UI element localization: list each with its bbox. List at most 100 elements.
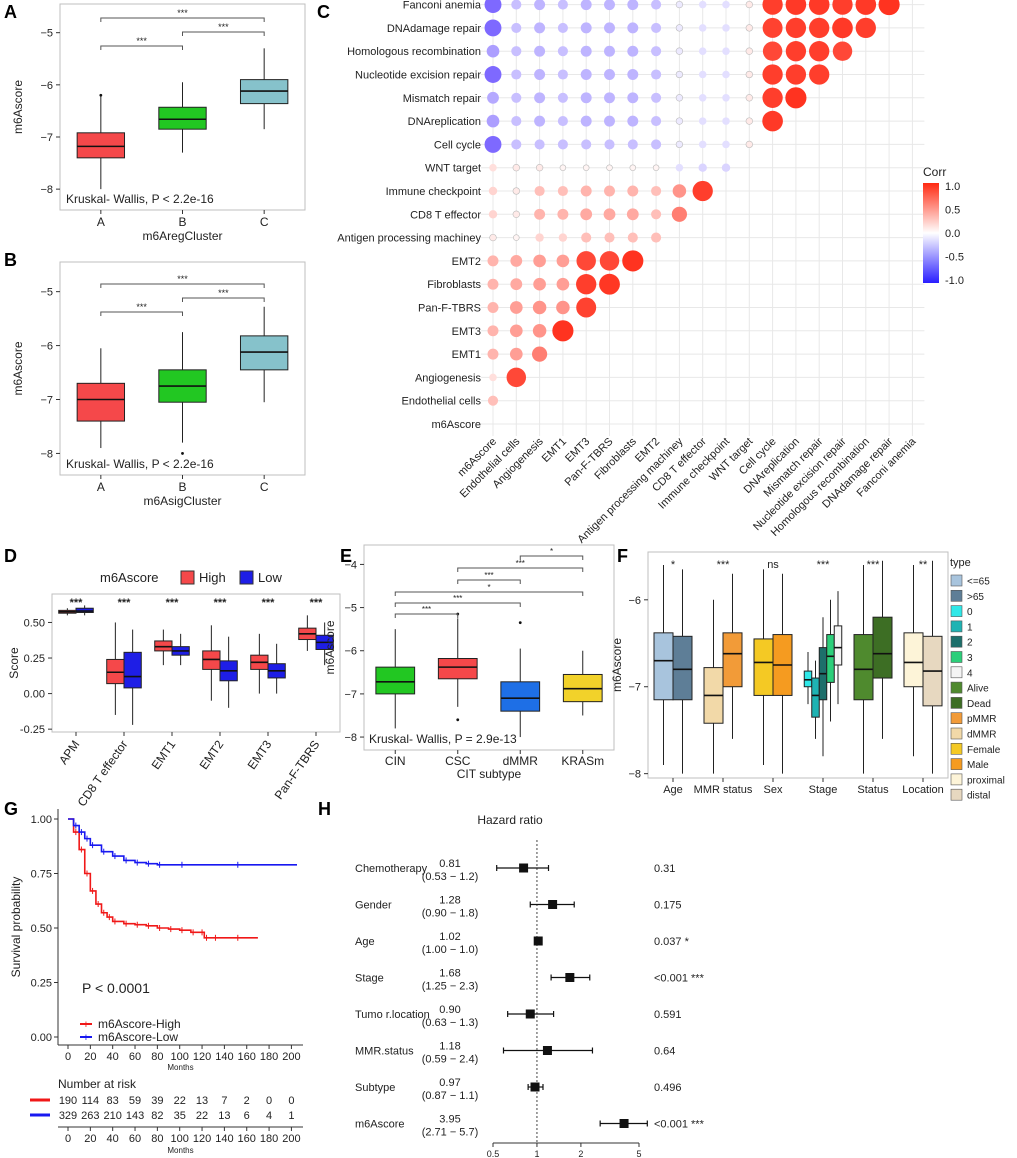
y-tick-label: −5: [40, 287, 53, 299]
corr-dot: [651, 209, 661, 219]
hr-text: 0.81: [439, 858, 460, 870]
corr-dot: [488, 302, 499, 313]
y-tick-label: −4: [344, 559, 357, 571]
corr-dot: [558, 186, 568, 196]
box-sex: [754, 639, 773, 696]
significance-label: ***: [118, 597, 132, 609]
x-axis-label: m6AregCluster: [142, 229, 222, 243]
corr-dot: [833, 41, 852, 60]
corr-dot: [604, 186, 615, 197]
box-stage: [827, 635, 835, 683]
covariate-label: Age: [355, 936, 375, 948]
legend-label: proximal: [967, 775, 1005, 786]
corr-dot: [488, 396, 498, 406]
corr-dot: [581, 116, 592, 127]
corr-dot: [532, 347, 547, 362]
covariate-label: Stage: [355, 973, 384, 985]
corr-dot: [511, 46, 521, 56]
risk-value: 190: [59, 1095, 77, 1107]
significance-label: ***: [214, 597, 228, 609]
significance-label: *: [550, 547, 553, 556]
corr-dot: [576, 251, 595, 270]
corr-dot: [485, 66, 502, 83]
legend-key: [951, 652, 962, 663]
ci-text: (0.90 − 1.8): [422, 908, 479, 920]
box-a-outlier: [99, 94, 102, 97]
y-tick-label: -0.25: [20, 724, 45, 736]
significance-label: ***: [422, 605, 431, 614]
corr-dot: [809, 64, 829, 84]
corr-dot: [722, 141, 730, 149]
row-label: Homologous recombination: [347, 46, 481, 58]
panel-label-f: F: [617, 546, 628, 566]
legend-label: m6Ascore-Low: [98, 1030, 178, 1044]
corr-dot: [832, 0, 852, 15]
corr-dot: [604, 139, 614, 149]
corr-dot: [879, 0, 900, 15]
corr-dot: [628, 233, 638, 243]
risk-value: 6: [244, 1110, 250, 1122]
corr-dot: [607, 165, 613, 171]
row-label: WNT target: [425, 163, 481, 175]
significance-label: ns: [767, 559, 779, 571]
risk-x-tick-label: 120: [193, 1133, 211, 1145]
box-stage: [834, 626, 842, 665]
y-axis-label: m6Ascore: [11, 80, 25, 134]
risk-value: 114: [82, 1095, 100, 1107]
row-label: EMT3: [452, 326, 481, 338]
legend-tick-label: 0.0: [945, 228, 960, 240]
y-tick-label: −7: [40, 395, 53, 407]
y-tick-label: −7: [40, 132, 53, 144]
corr-dot: [746, 141, 753, 148]
significance-label: ***: [453, 594, 462, 603]
corr-dot: [513, 188, 520, 195]
corr-dot: [746, 48, 753, 55]
corr-dot: [558, 23, 568, 33]
panel-label-h: H: [318, 799, 331, 819]
corr-dot: [559, 233, 567, 241]
x-tick-label: 80: [151, 1051, 163, 1063]
risk-x-tick-label: 0: [65, 1133, 71, 1145]
y-tick-label: 0.00: [24, 689, 45, 701]
legend-key-mark: +: [83, 1032, 89, 1044]
corr-dot: [676, 1, 683, 8]
corr-dot: [511, 0, 521, 10]
corr-dot: [785, 87, 806, 108]
corr-dot: [763, 18, 783, 38]
x-tick-label: 60: [129, 1051, 141, 1063]
box-stage: [812, 678, 820, 717]
corr-dot: [762, 88, 782, 108]
corr-dot: [489, 164, 497, 172]
row-label: Angiogenesis: [415, 372, 482, 384]
hr-text: 1.68: [439, 968, 460, 980]
corr-dot: [536, 164, 543, 171]
corr-dot: [533, 324, 547, 338]
corr-dot: [699, 141, 707, 149]
corr-dot: [746, 1, 753, 8]
legend-key: [951, 743, 962, 754]
risk-value: 1: [288, 1110, 294, 1122]
corr-dot: [557, 255, 570, 268]
y-tick-label: 0.25: [24, 653, 45, 665]
hr-text: 3.95: [439, 1114, 460, 1126]
corr-dot: [558, 139, 568, 149]
corr-dot: [627, 69, 638, 80]
legend-title: type: [950, 557, 971, 569]
corr-dot: [534, 46, 545, 57]
corr-dot: [746, 25, 753, 32]
x-tick-label: APM: [56, 738, 82, 767]
legend-label: dMMR: [967, 730, 996, 741]
corr-dot: [510, 278, 522, 290]
corr-dot: [533, 278, 546, 291]
corr-dot: [746, 71, 753, 78]
risk-x-axis-label: Months: [167, 1146, 193, 1155]
significance-label: ***: [136, 36, 147, 46]
corr-dot: [651, 233, 661, 243]
corr-dot: [627, 186, 638, 197]
corr-dot: [604, 208, 616, 220]
corr-dot: [786, 0, 807, 15]
x-tick-label: dMMR: [503, 754, 539, 768]
corr-dot: [676, 164, 684, 172]
corr-dot: [855, 0, 876, 15]
y-axis-label: Survival probability: [9, 877, 23, 978]
